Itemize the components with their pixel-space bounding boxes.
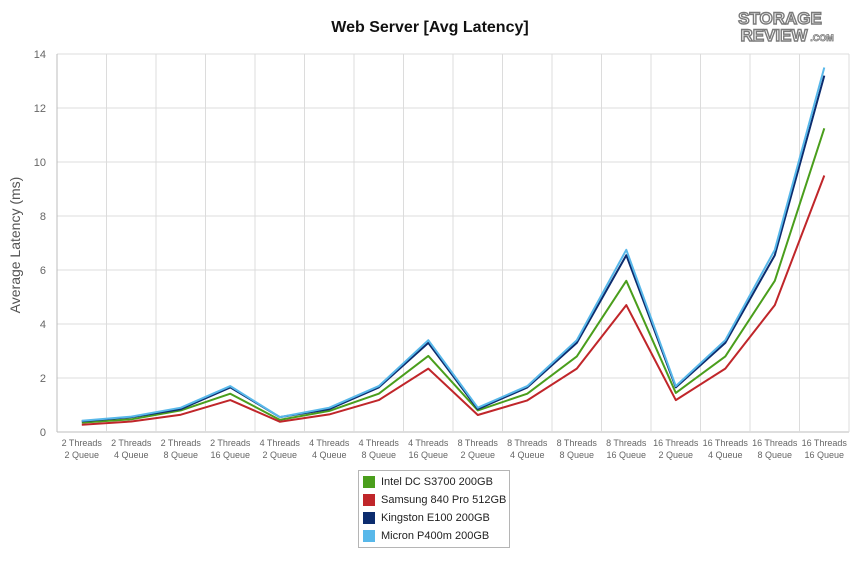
x-tick-label: 2 Threads 16 Queue	[210, 438, 251, 460]
legend-swatch	[363, 512, 375, 524]
legend-label: Kingston E100 200GB	[381, 512, 490, 524]
series-line-1	[81, 175, 826, 426]
x-tick-label: 2 Threads 8 Queue	[161, 438, 202, 460]
legend-label: Micron P400m 200GB	[381, 530, 490, 542]
legend-swatch	[363, 530, 375, 542]
legend-label: Samsung 840 Pro 512GB	[381, 494, 507, 506]
y-tick-label: 6	[40, 265, 46, 277]
x-tick-label: 4 Threads 4 Queue	[309, 438, 350, 460]
x-tick-label: 2 Threads 4 Queue	[111, 438, 152, 460]
logo-suffix: .COM	[810, 33, 834, 43]
line-chart: 0 2 4 6 8 10 12 14 2 Threads 2 Queue 2 Threads 4 Q…	[7, 49, 850, 460]
storagereview-logo: STORAGE REVIEW .COM	[737, 8, 834, 44]
series-line-2	[81, 75, 826, 423]
x-tick-label: 8 Threads 2 Queue	[458, 438, 499, 460]
series-lines	[81, 67, 826, 426]
y-tick-label: 4	[40, 319, 46, 331]
series-line-0	[81, 127, 826, 424]
legend-swatch	[363, 494, 375, 506]
x-tick-label: 8 Threads 8 Queue	[557, 438, 598, 460]
y-tick-label: 12	[34, 103, 46, 115]
x-tick-label: 16 Threads 2 Queue	[653, 438, 699, 460]
y-tick-label: 10	[34, 157, 46, 169]
y-tick-label: 2	[40, 373, 46, 385]
x-tick-label: 16 Threads 16 Queue	[802, 438, 848, 460]
y-tick-label: 0	[40, 427, 46, 439]
gridlines	[56, 53, 850, 433]
y-tick-labels: 0 2 4 6 8 10 12 14	[34, 49, 46, 439]
logo-line1: STORAGE	[738, 9, 822, 28]
y-axis-label: Average Latency (ms)	[7, 177, 23, 314]
logo-line2: REVIEW	[740, 26, 808, 44]
x-tick-label: 2 Threads 2 Queue	[62, 438, 103, 460]
x-tick-label: 8 Threads 16 Queue	[606, 438, 647, 460]
legend-label: Intel DC S3700 200GB	[381, 476, 493, 488]
chart-title: Web Server [Avg Latency]	[331, 19, 529, 36]
x-tick-label: 8 Threads 4 Queue	[507, 438, 548, 460]
series-line-3	[81, 67, 826, 422]
x-tick-label: 16 Threads 4 Queue	[703, 438, 749, 460]
x-tick-label: 4 Threads 2 Queue	[260, 438, 301, 460]
y-tick-label: 8	[40, 211, 46, 223]
x-tick-label: 4 Threads 16 Queue	[408, 438, 449, 460]
x-tick-label: 16 Threads 8 Queue	[752, 438, 798, 460]
x-tick-label: 4 Threads 8 Queue	[359, 438, 400, 460]
legend: Intel DC S3700 200GB Samsung 840 Pro 512G…	[358, 470, 510, 548]
legend-swatch	[363, 476, 375, 488]
y-tick-label: 14	[34, 49, 46, 61]
x-tick-labels: 2 Threads 2 Queue 2 Threads 4 Queue 2 Thread…	[62, 438, 848, 460]
